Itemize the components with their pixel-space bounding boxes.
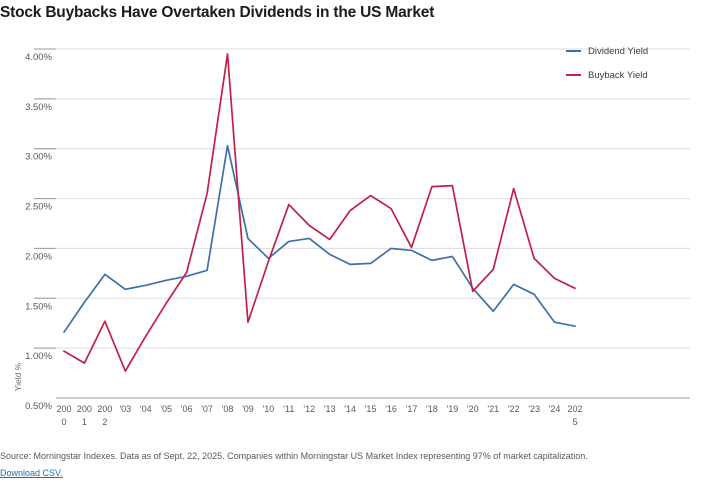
x-axis-tick-label: '23: [528, 404, 540, 414]
gridlines: [34, 48, 690, 399]
x-axis-tick-label: '08: [222, 404, 234, 414]
x-axis-tick-label: 200 0: [56, 404, 71, 427]
legend-item-dividend-yield[interactable]: Dividend Yield: [566, 42, 716, 60]
x-axis-tick-label: '11: [283, 404, 294, 414]
x-axis-tick-label: '06: [181, 404, 193, 414]
legend-swatch-dividend-yield: [566, 49, 581, 53]
page-title: Stock Buybacks Have Overtaken Dividends …: [0, 4, 435, 21]
legend-label-dividend-yield: Dividend Yield: [588, 45, 649, 57]
data-series-group: [63, 53, 576, 372]
chart-legend: Dividend Yield Buyback Yield: [566, 42, 716, 90]
y-axis-tick-label: 1.00%: [25, 351, 52, 362]
x-axis-tick-label: '17: [406, 404, 418, 414]
x-axis-tick-label: '14: [344, 404, 356, 414]
series-line-buyback-yield: [63, 53, 576, 372]
y-axis-tick-label: 2.50%: [25, 202, 52, 213]
x-axis-tick-label: '20: [467, 404, 479, 414]
x-axis-tick-label: '19: [446, 404, 458, 414]
x-axis-tick-label: '07: [201, 404, 213, 414]
x-axis-tick-label: '10: [263, 404, 275, 414]
x-axis-tick-label: '13: [324, 404, 336, 414]
y-axis-tick-label: 4.00%: [25, 52, 52, 63]
y-axis-tick-label: 0.50%: [25, 401, 52, 412]
source-note: Source: Morningstar Indexes. Data as of …: [0, 451, 588, 461]
legend-label-buyback-yield: Buyback Yield: [588, 69, 648, 81]
x-axis-tick-label: '05: [160, 404, 172, 414]
y-axis-tick-label: 2.00%: [25, 251, 52, 262]
y-axis-tick-label: 1.50%: [25, 301, 52, 312]
x-axis-tick-label: '21: [487, 404, 499, 414]
x-axis-tick-label: '22: [508, 404, 520, 414]
legend-swatch-buyback-yield: [566, 73, 581, 77]
x-axis-tick-label: 200 2: [97, 404, 112, 427]
legend-item-buyback-yield[interactable]: Buyback Yield: [566, 66, 716, 84]
y-axis-tick-label: 3.00%: [25, 152, 52, 163]
chart-footer: Source: Morningstar Indexes. Data as of …: [0, 450, 716, 481]
x-axis-tick-label: '03: [119, 404, 131, 414]
x-axis-tick-label: '18: [426, 404, 438, 414]
y-axis-tick-labels: 0.50% 1.00% 1.50% 2.00% 2.50% 3.00% 3.50% 4.00%: [25, 52, 52, 412]
x-axis-tick-label: '04: [140, 404, 152, 414]
line-chart-plot: 0.50% 1.00% 1.50% 2.00% 2.50% 3.00% 3.50% 4.00%…: [25, 48, 690, 427]
series-line-dividend-yield: [63, 144, 576, 334]
x-axis-tick-label: '15: [365, 404, 377, 414]
x-axis-tick-label: '16: [385, 404, 397, 414]
x-axis-tick-label: '12: [303, 404, 315, 414]
y-axis-title: Yield %: [13, 362, 23, 392]
x-axis-tick-label: '24: [549, 404, 561, 414]
download-csv-link[interactable]: Download CSV.: [0, 468, 63, 478]
y-axis-tick-label: 3.50%: [25, 102, 52, 113]
x-axis-tick-label: 200 1: [77, 404, 92, 427]
x-axis-tick-labels: 200 0 200 1 200 2 '03 '04 '05 '06 '07 '08 '09 '10 '11 '…: [56, 404, 582, 427]
x-axis-tick-label: '09: [242, 404, 254, 414]
x-axis-tick-label: 202 5: [567, 404, 582, 427]
